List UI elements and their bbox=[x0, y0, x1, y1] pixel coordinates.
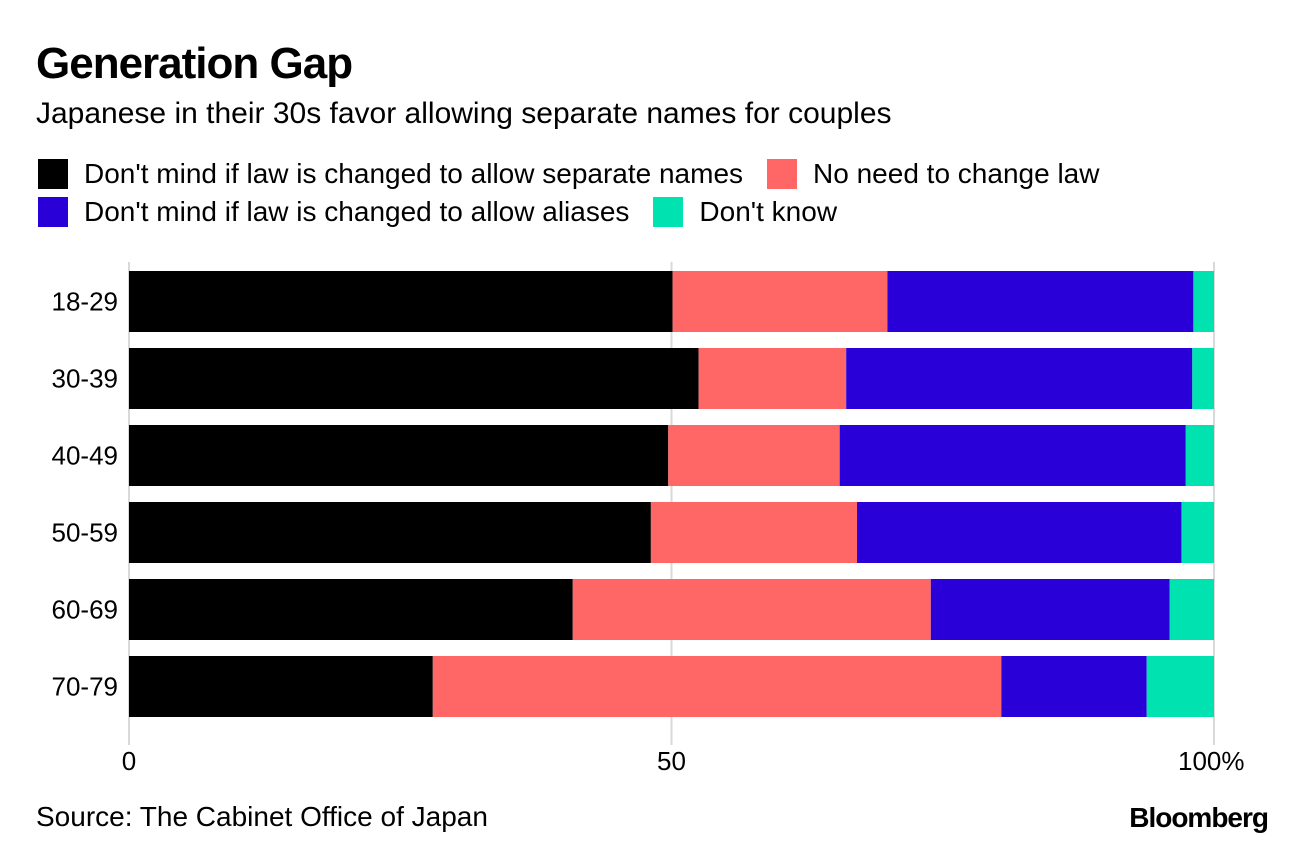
legend-swatch-separate-names bbox=[38, 159, 68, 189]
bloomberg-logo: Bloomberg bbox=[1129, 802, 1269, 833]
legend-item-no-change: No need to change law bbox=[767, 157, 1099, 191]
bar-70-79-series-2 bbox=[1001, 656, 1147, 717]
bar-50-59-series-1 bbox=[650, 502, 858, 563]
bar-60-69-series-0 bbox=[129, 579, 573, 640]
bar-60-69-series-2 bbox=[930, 579, 1170, 640]
legend-label-separate-names: Don't mind if law is changed to allow se… bbox=[84, 158, 744, 189]
category-label-60-69: 60-69 bbox=[52, 595, 119, 625]
bar-40-49-series-2 bbox=[839, 425, 1186, 486]
x-tick-label-0: 0 bbox=[122, 746, 136, 776]
legend-swatch-dont-know bbox=[653, 197, 684, 227]
legend-item-separate-names: Don't mind if law is changed to allow se… bbox=[38, 157, 743, 191]
bar-60-69-series-3 bbox=[1169, 579, 1214, 640]
bar-50-59-series-3 bbox=[1181, 502, 1214, 563]
legend-label-aliases: Don't mind if law is changed to allow al… bbox=[84, 196, 630, 227]
legend-swatch-aliases bbox=[38, 197, 68, 227]
bar-18-29-series-0 bbox=[129, 271, 673, 332]
bar-60-69-series-1 bbox=[572, 579, 931, 640]
source-note: Source: The Cabinet Office of Japan bbox=[36, 801, 488, 832]
bar-18-29-series-2 bbox=[887, 271, 1194, 332]
bar-30-39-series-3 bbox=[1192, 348, 1214, 409]
legend-label-dont-know: Don't know bbox=[699, 196, 838, 227]
bar-30-39-series-1 bbox=[698, 348, 847, 409]
legend-row-1: Don't mind if law is changed to allow se… bbox=[38, 155, 1123, 193]
chart-subtitle: Japanese in their 30s favor allowing sep… bbox=[36, 97, 892, 130]
legend-swatch-no-change bbox=[767, 159, 798, 189]
legend-item-aliases: Don't mind if law is changed to allow al… bbox=[38, 195, 629, 229]
bar-40-49-series-1 bbox=[668, 425, 840, 486]
bar-18-29-series-1 bbox=[672, 271, 888, 332]
bar-70-79-series-0 bbox=[129, 656, 433, 717]
legend-item-dont-know: Don't know bbox=[653, 195, 837, 229]
bar-40-49-series-0 bbox=[129, 425, 669, 486]
bar-40-49-series-3 bbox=[1185, 425, 1214, 486]
x-tick-label-1: 50 bbox=[657, 746, 686, 776]
legend-row-2: Don't mind if law is changed to allow al… bbox=[38, 193, 861, 231]
category-label-50-59: 50-59 bbox=[52, 518, 119, 548]
bar-70-79-series-3 bbox=[1146, 656, 1214, 717]
chart-title: Generation Gap bbox=[36, 39, 353, 88]
bar-30-39-series-0 bbox=[129, 348, 699, 409]
legend: Don't mind if law is changed to allow se… bbox=[38, 155, 1218, 235]
category-label-18-29: 18-29 bbox=[52, 287, 119, 317]
bar-50-59-series-2 bbox=[857, 502, 1182, 563]
legend-label-no-change: No need to change law bbox=[813, 158, 1100, 189]
bar-30-39-series-2 bbox=[846, 348, 1193, 409]
x-tick-label-2: 100% bbox=[1178, 746, 1245, 776]
category-label-30-39: 30-39 bbox=[52, 364, 119, 394]
bar-18-29-series-3 bbox=[1193, 271, 1214, 332]
bar-70-79-series-1 bbox=[432, 656, 1002, 717]
category-label-40-49: 40-49 bbox=[52, 441, 119, 471]
category-label-70-79: 70-79 bbox=[52, 672, 119, 702]
bar-50-59-series-0 bbox=[129, 502, 651, 563]
